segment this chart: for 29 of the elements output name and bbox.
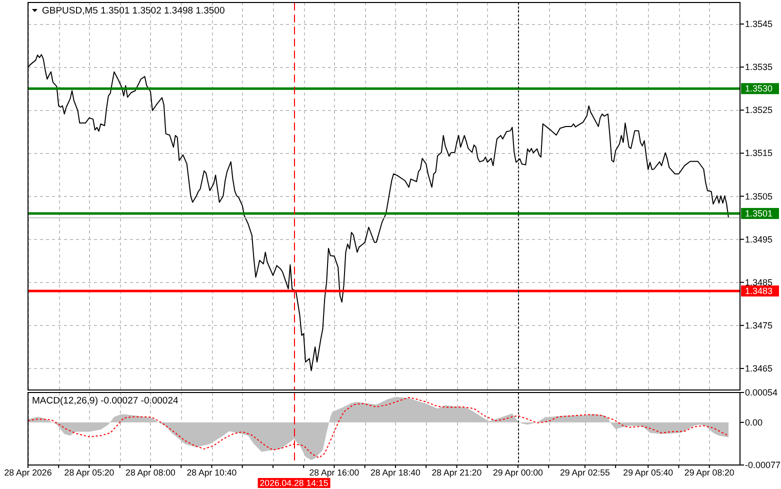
x-tick-label: 28 Apr 2026 <box>4 468 52 478</box>
chart-title: GBPUSD,M5 1.3501 1.3502 1.3498 1.3500 <box>42 6 225 16</box>
x-tick-label: 29 Apr 05:40 <box>623 468 674 478</box>
x-tick-label: 28 Apr 08:00 <box>126 468 176 478</box>
y-tick-label: 1.3505 <box>745 191 773 202</box>
y-tick-label: 1.3495 <box>745 234 773 244</box>
x-tick-label: 29 Apr 00:00 <box>493 468 544 478</box>
x-tick-label: 29 Apr 08:20 <box>684 468 734 478</box>
ref-line-label: 1.3530 <box>745 84 773 94</box>
y-tick-label: 1.3465 <box>745 363 773 374</box>
chart-title: MACD(12,26,9) -0.00027 -0.00024 <box>32 396 178 406</box>
y-tick-label: -0.00077 <box>745 460 781 470</box>
ref-line-label: 1.3501 <box>745 208 773 218</box>
x-tick-label: 29 Apr 02:55 <box>560 468 610 478</box>
y-tick-label: 0.00054 <box>745 388 778 398</box>
ref-line-label: 1.3483 <box>745 286 773 296</box>
y-tick-label: 1.3515 <box>745 148 773 158</box>
x-tick-label: 28 Apr 05:20 <box>64 468 114 478</box>
x-tick-label: 28 Apr 18:40 <box>370 468 421 478</box>
y-tick-label: 1.3545 <box>745 19 773 30</box>
y-tick-label: 1.3535 <box>745 62 773 72</box>
ref-line-label: 2026.04.28 14:15 <box>260 478 328 488</box>
x-tick-label: 28 Apr 21:20 <box>432 468 482 478</box>
y-tick-label: 1.3485 <box>745 277 773 288</box>
x-tick-label: 28 Apr 10:40 <box>186 468 237 478</box>
y-tick-label: 1.3525 <box>745 105 773 116</box>
y-tick-label: 0.00 <box>745 417 763 428</box>
x-tick-label: 28 Apr 16:00 <box>309 468 360 478</box>
y-tick-label: 1.3475 <box>745 320 773 330</box>
